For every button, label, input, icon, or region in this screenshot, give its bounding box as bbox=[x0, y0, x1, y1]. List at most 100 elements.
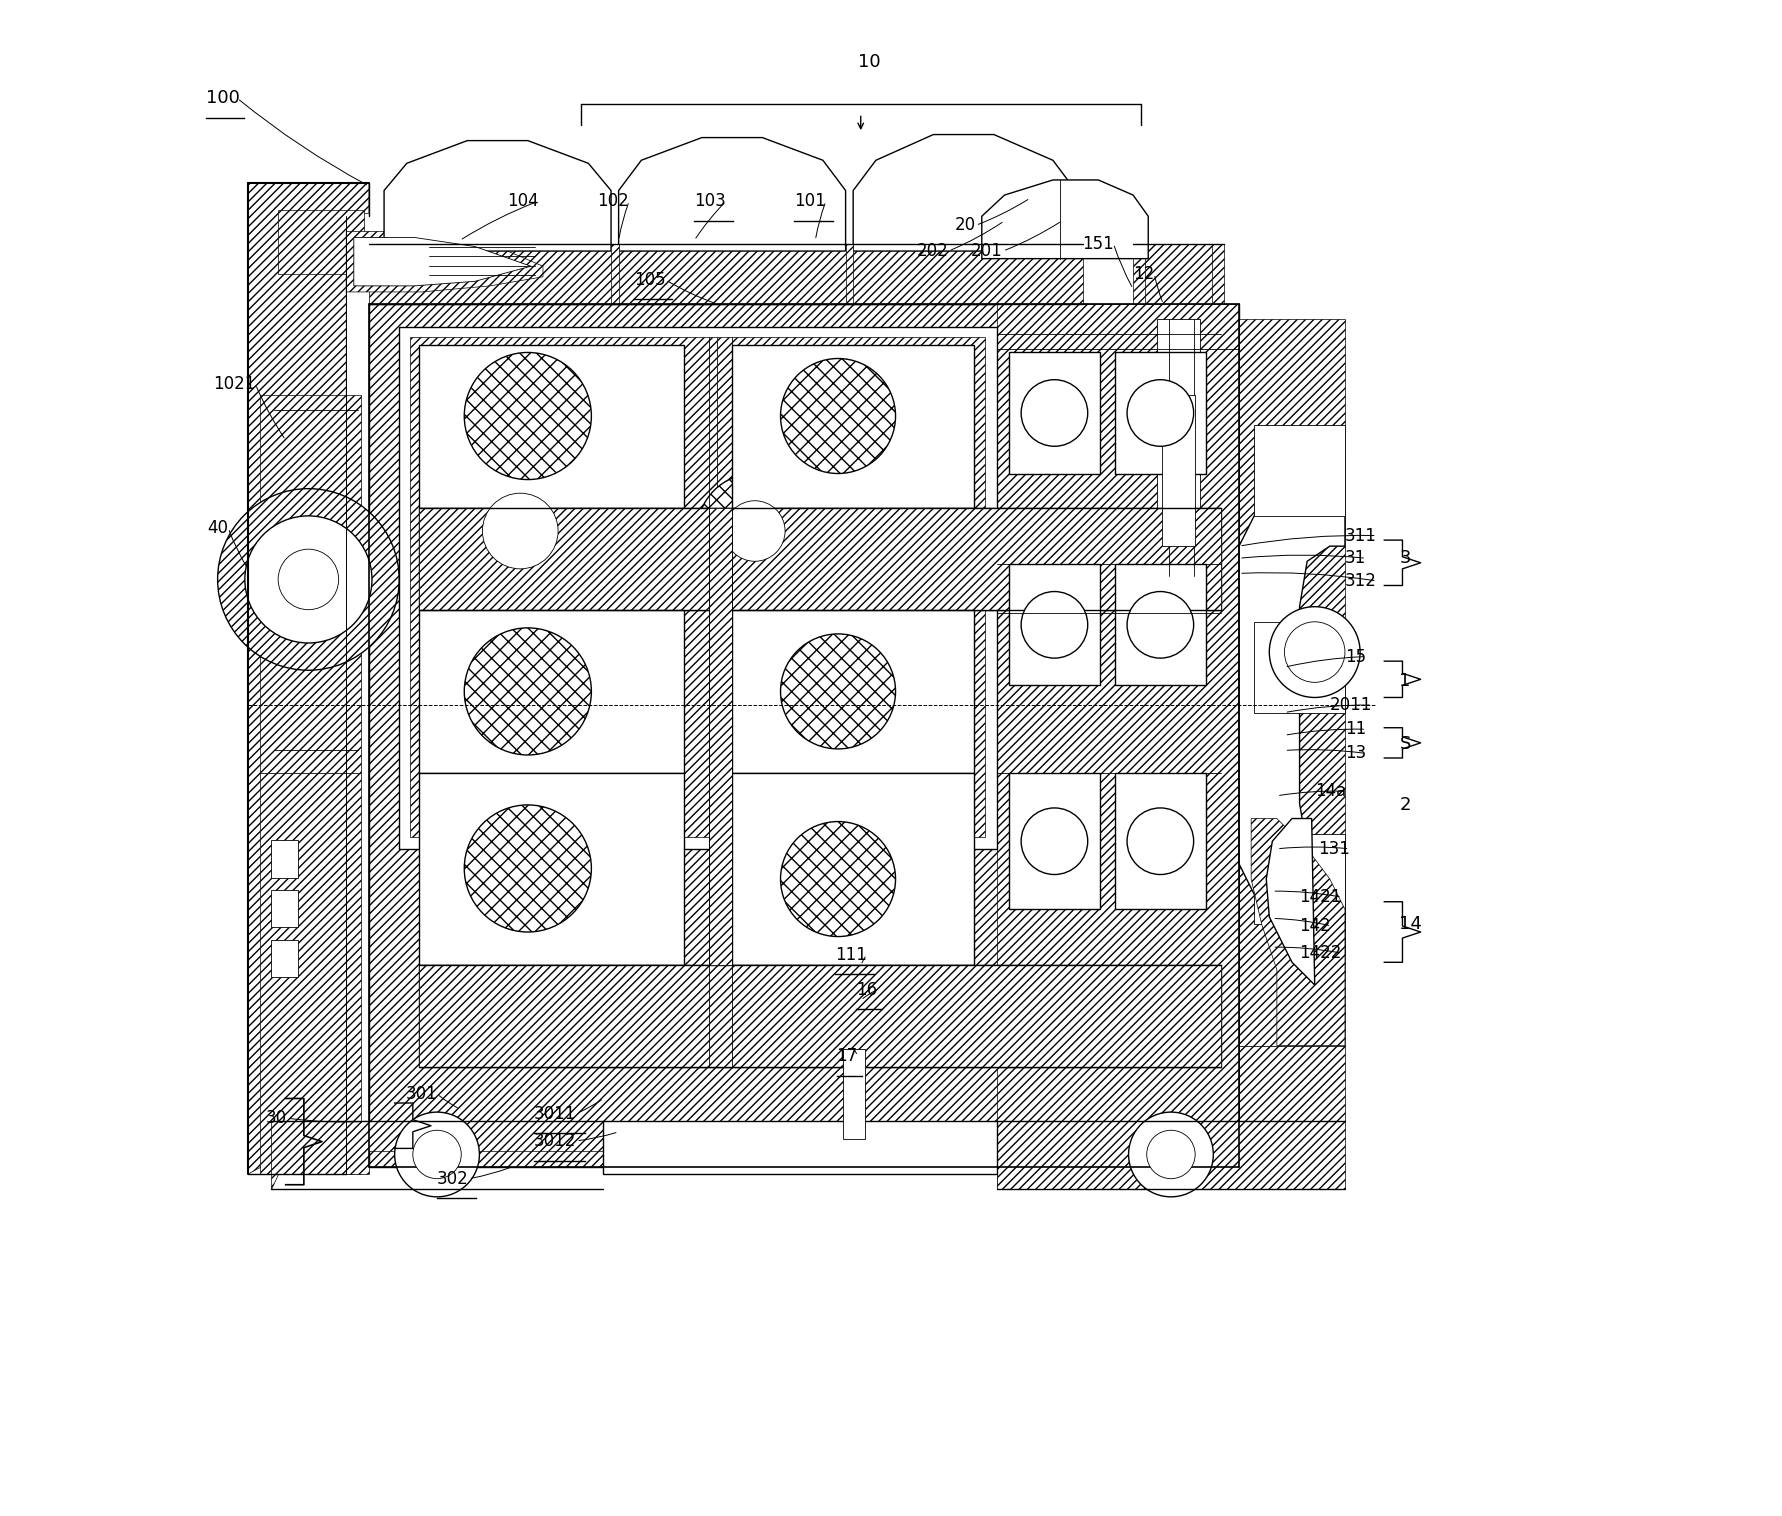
Text: 1422: 1422 bbox=[1299, 944, 1342, 963]
Circle shape bbox=[725, 500, 786, 561]
Polygon shape bbox=[996, 305, 1238, 1167]
Text: 2011: 2011 bbox=[1329, 696, 1372, 714]
Text: 11: 11 bbox=[1345, 720, 1367, 738]
Polygon shape bbox=[1238, 455, 1345, 955]
Circle shape bbox=[244, 515, 372, 643]
Bar bbox=[1157, 320, 1199, 576]
Bar bbox=[419, 346, 684, 508]
Polygon shape bbox=[410, 338, 716, 837]
Text: 302: 302 bbox=[437, 1170, 469, 1187]
Text: 14: 14 bbox=[1399, 916, 1422, 934]
Polygon shape bbox=[355, 238, 531, 287]
Text: 17: 17 bbox=[836, 1048, 857, 1066]
Text: 1421: 1421 bbox=[1299, 888, 1342, 907]
Bar bbox=[1116, 352, 1206, 473]
Bar bbox=[419, 508, 1221, 609]
Text: S: S bbox=[1399, 735, 1411, 753]
Bar bbox=[271, 840, 298, 878]
Bar bbox=[271, 940, 298, 978]
Circle shape bbox=[1126, 808, 1194, 875]
Circle shape bbox=[1021, 379, 1087, 446]
Text: 30: 30 bbox=[266, 1110, 287, 1128]
Polygon shape bbox=[419, 508, 1221, 609]
Text: 13: 13 bbox=[1345, 744, 1367, 763]
Polygon shape bbox=[1251, 819, 1345, 1046]
Polygon shape bbox=[260, 394, 362, 773]
Text: 10: 10 bbox=[857, 53, 880, 71]
Circle shape bbox=[217, 488, 399, 670]
Bar bbox=[732, 773, 975, 966]
Polygon shape bbox=[1267, 819, 1315, 985]
Polygon shape bbox=[854, 135, 1076, 252]
Polygon shape bbox=[399, 327, 996, 849]
Polygon shape bbox=[346, 232, 544, 293]
Bar bbox=[1009, 352, 1099, 473]
Text: 2: 2 bbox=[1399, 796, 1411, 814]
Text: 131: 131 bbox=[1317, 840, 1349, 858]
Text: 20: 20 bbox=[955, 217, 977, 235]
Polygon shape bbox=[369, 305, 1238, 1167]
Text: 312: 312 bbox=[1345, 572, 1377, 590]
Text: 105: 105 bbox=[634, 271, 665, 290]
Text: 102: 102 bbox=[597, 193, 629, 211]
Circle shape bbox=[1269, 606, 1360, 697]
Text: 100: 100 bbox=[205, 89, 239, 108]
Text: 15: 15 bbox=[1345, 647, 1367, 666]
Text: 151: 151 bbox=[1082, 235, 1114, 253]
Bar bbox=[1162, 394, 1196, 546]
Text: 104: 104 bbox=[506, 193, 538, 211]
Circle shape bbox=[1021, 808, 1087, 875]
Bar bbox=[1255, 424, 1345, 515]
Text: 103: 103 bbox=[695, 193, 725, 211]
Text: 201: 201 bbox=[971, 243, 1003, 261]
Text: 12: 12 bbox=[1133, 265, 1155, 283]
Text: 111: 111 bbox=[836, 946, 866, 964]
Bar bbox=[1255, 622, 1345, 713]
Bar bbox=[732, 609, 975, 773]
Text: 311: 311 bbox=[1345, 526, 1377, 544]
Circle shape bbox=[465, 628, 592, 755]
Text: 3: 3 bbox=[1399, 549, 1411, 567]
Text: 3011: 3011 bbox=[535, 1105, 576, 1123]
Text: 142: 142 bbox=[1299, 917, 1331, 935]
Circle shape bbox=[447, 458, 593, 603]
Text: 16: 16 bbox=[855, 981, 877, 999]
Bar bbox=[419, 966, 1221, 1067]
Circle shape bbox=[781, 358, 896, 473]
Bar bbox=[419, 609, 684, 773]
Circle shape bbox=[1285, 622, 1345, 682]
Polygon shape bbox=[611, 244, 618, 305]
Circle shape bbox=[483, 493, 558, 568]
Polygon shape bbox=[982, 180, 1148, 259]
Bar bbox=[843, 1049, 866, 1140]
Bar bbox=[271, 890, 298, 928]
Circle shape bbox=[781, 822, 896, 937]
Text: 1: 1 bbox=[1399, 672, 1411, 690]
Polygon shape bbox=[1146, 244, 1212, 576]
Polygon shape bbox=[260, 773, 362, 1173]
Circle shape bbox=[394, 1113, 479, 1196]
Polygon shape bbox=[419, 966, 1221, 1067]
Bar bbox=[604, 1122, 996, 1173]
Polygon shape bbox=[1238, 1046, 1345, 1122]
Circle shape bbox=[1126, 379, 1194, 446]
Polygon shape bbox=[248, 183, 369, 1173]
Text: 1021: 1021 bbox=[214, 376, 255, 393]
Circle shape bbox=[697, 473, 813, 588]
Bar bbox=[1116, 564, 1206, 685]
Text: 202: 202 bbox=[916, 243, 948, 261]
Polygon shape bbox=[369, 244, 1083, 305]
Circle shape bbox=[278, 549, 339, 609]
Polygon shape bbox=[716, 338, 985, 837]
Polygon shape bbox=[604, 1122, 996, 1173]
Polygon shape bbox=[1133, 244, 1224, 349]
Circle shape bbox=[1021, 591, 1087, 658]
Circle shape bbox=[413, 1131, 462, 1178]
Bar bbox=[1255, 834, 1345, 925]
Bar bbox=[1116, 773, 1206, 910]
Polygon shape bbox=[618, 138, 846, 252]
Text: 3012: 3012 bbox=[535, 1132, 576, 1149]
Text: 14a: 14a bbox=[1315, 782, 1345, 800]
Text: 31: 31 bbox=[1345, 549, 1367, 567]
Text: 301: 301 bbox=[405, 1085, 437, 1104]
